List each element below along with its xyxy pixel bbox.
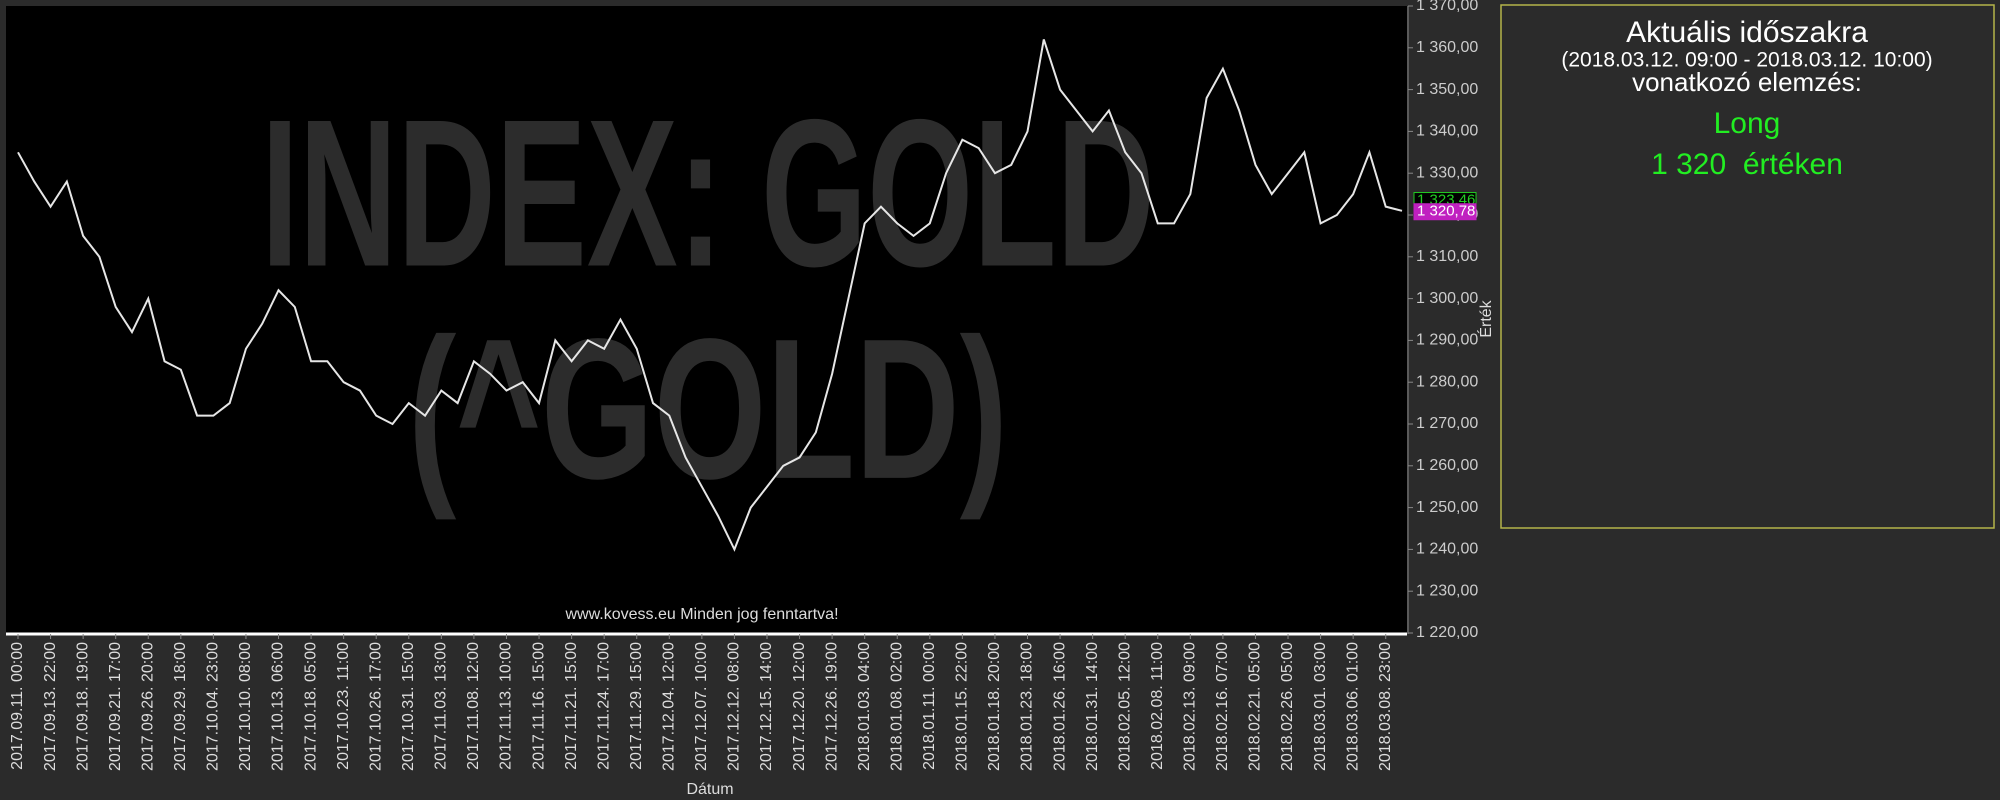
y-axis-label: Érték	[1476, 299, 1495, 337]
y-tick-label: 1 280,00	[1416, 373, 1478, 390]
x-tick-label: 2017.11.08. 12:00	[465, 642, 482, 770]
x-tick-label: 2018.03.08. 23:00	[1377, 642, 1394, 771]
x-tick-label: 2017.09.26. 20:00	[139, 642, 156, 771]
x-tick-label: 2018.02.05. 12:00	[1116, 642, 1133, 771]
x-tick-label: 2018.01.15. 22:00	[954, 642, 971, 771]
x-tick-label: 2017.10.18. 05:00	[302, 642, 319, 771]
x-tick-label: 2018.01.23. 18:00	[1019, 642, 1036, 771]
x-tick-label: 2017.12.12. 08:00	[726, 642, 743, 771]
x-tick-label: 2018.01.31. 14:00	[1084, 642, 1101, 771]
x-tick-label: 2018.01.18. 20:00	[986, 642, 1003, 771]
y-tick-label: 1 370,00	[1416, 0, 1478, 14]
x-tick-label: 2017.11.21. 15:00	[563, 642, 580, 770]
y-tick-label: 1 240,00	[1416, 541, 1478, 558]
x-tick-label: 2017.09.29. 18:00	[172, 642, 189, 771]
x-tick-label: 2017.10.10. 08:00	[237, 642, 254, 771]
y-tick-label: 1 290,00	[1416, 332, 1478, 349]
x-tick-label: 2018.01.03. 04:00	[856, 642, 873, 771]
footer: www.kovess.eu Minden jog fenntartva!	[564, 606, 838, 623]
y-tick-label: 1 230,00	[1416, 582, 1478, 599]
y-tick-label: 1 350,00	[1416, 81, 1478, 98]
y-tick-label: 1 300,00	[1416, 290, 1478, 307]
y-tick-label: 1 360,00	[1416, 39, 1478, 56]
price-line	[17, 39, 1403, 552]
x-tick-label: 2017.10.04. 23:00	[205, 642, 222, 771]
x-tick-label: 2018.02.21. 05:00	[1247, 642, 1264, 771]
x-tick-label: 2018.03.01. 03:00	[1312, 642, 1329, 771]
x-tick-label: 2018.01.08. 02:00	[888, 642, 905, 771]
x-tick-label: 2018.02.08. 11:00	[1149, 642, 1166, 770]
x-tick-label: 2017.10.31. 15:00	[400, 642, 417, 771]
x-tick-label: 2017.11.16. 15:00	[530, 642, 547, 770]
y-tick-label: 1 330,00	[1416, 164, 1478, 181]
x-tick-label: 2018.02.26. 05:00	[1279, 642, 1296, 771]
y-tick-label: 1 220,00	[1416, 624, 1478, 641]
y-tick-label: 1 270,00	[1416, 415, 1478, 432]
x-tick-label: 2018.03.06. 01:00	[1344, 642, 1361, 771]
x-tick-label: 2017.11.24. 17:00	[595, 642, 612, 770]
x-tick-label: 2017.10.26. 17:00	[367, 642, 384, 771]
x-tick-label: 2017.12.15. 14:00	[758, 642, 775, 771]
x-tick-label: 2017.11.29. 15:00	[628, 642, 645, 770]
watermark: INDEX: GOLD	[261, 75, 1155, 310]
y-tick-label: 1 250,00	[1416, 499, 1478, 516]
price-tag	[1413, 203, 1477, 221]
x-tick-label: 2017.11.03. 13:00	[433, 642, 450, 770]
x-tick-label: 2017.12.04. 12:00	[661, 642, 678, 771]
panel-period: (2018.03.12. 09:00 - 2018.03.12. 10:00)	[1561, 49, 1932, 72]
price-tag-label: 1 320,78	[1417, 203, 1475, 220]
x-tick-label: 2017.10.13. 06:00	[270, 642, 287, 771]
x-tick-label: 2017.09.13. 22:00	[42, 642, 59, 771]
x-tick-label: 2017.09.21. 17:00	[107, 642, 124, 771]
x-tick-label: 2017.12.20. 12:00	[791, 642, 808, 771]
x-tick-label: 2017.09.11. 00:00	[9, 642, 26, 770]
x-tick-label: 2018.01.11. 00:00	[921, 642, 938, 770]
x-tick-label: 2018.02.16. 07:00	[1214, 642, 1231, 771]
analysis-panel	[1500, 4, 1995, 529]
x-tick-label: 2017.12.07. 10:00	[693, 642, 710, 771]
panel-title: Aktuális időszakra	[1626, 16, 1868, 49]
panel-subtitle: vonatkozó elemzés:	[1632, 67, 1862, 97]
panel-signal: Long	[1714, 107, 1781, 140]
x-tick-label: 2017.09.18. 19:00	[74, 642, 91, 771]
x-tick-label: 2018.02.13. 09:00	[1182, 642, 1199, 771]
watermark: (^GOLD)	[408, 298, 1008, 521]
y-tick-label: 1 260,00	[1416, 457, 1478, 474]
y-tick-label: 1 310,00	[1416, 248, 1478, 265]
x-tick-label: 2017.12.26. 19:00	[823, 642, 840, 771]
y-tick-label: 1 340,00	[1416, 123, 1478, 140]
x-tick-label: 2018.01.26. 16:00	[1051, 642, 1068, 771]
x-tick-label: 2017.10.23. 11:00	[335, 642, 352, 770]
plot-area	[6, 6, 1407, 633]
panel-level: 1 320 értéken	[1651, 148, 1843, 181]
x-tick-label: 2017.11.13. 10:00	[498, 642, 515, 770]
x-axis-label: Dátum	[686, 781, 733, 798]
